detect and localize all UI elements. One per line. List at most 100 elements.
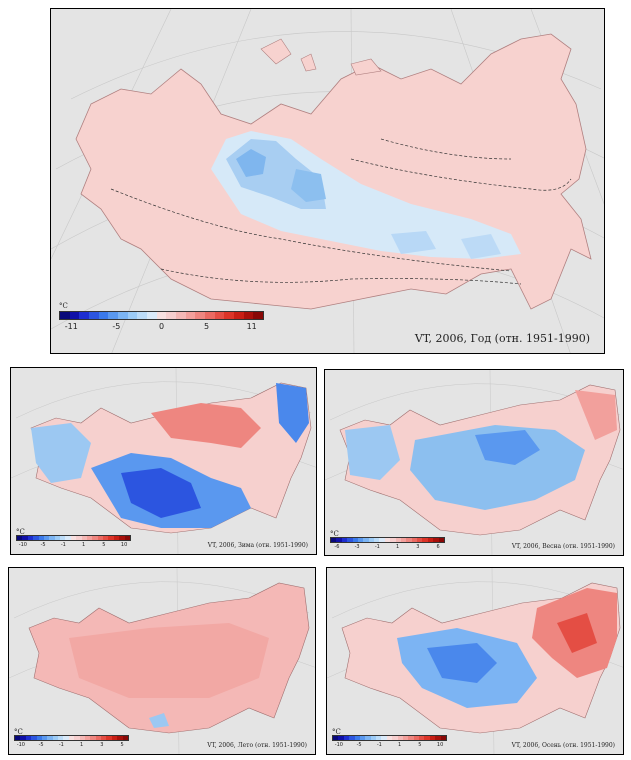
legend-swatch (47, 736, 53, 740)
legend-tick-label: -5 (38, 742, 44, 748)
legend-swatch (381, 736, 387, 740)
legend-swatch (108, 536, 114, 540)
legend-tick-label: 1 (80, 742, 84, 748)
legend-swatch (49, 536, 55, 540)
legend-swatch (214, 312, 225, 319)
legend-tick-label: 5 (120, 742, 124, 748)
legend-swatch (333, 736, 339, 740)
russia-anomaly-map (327, 568, 623, 754)
legend-swatch (41, 736, 48, 740)
legend-swatch (20, 736, 26, 740)
color-legend: °C -10 -5 -1 1 5 10 (16, 528, 146, 550)
legend-swatch (392, 736, 398, 740)
map-caption: VT, 2006, Год (отн. 1951-1990) (414, 332, 590, 345)
legend-swatch (376, 736, 382, 740)
legend-tick-label: 11 (246, 322, 257, 331)
legend-tick-label: 1 (398, 742, 402, 748)
legend-swatch (36, 736, 42, 740)
legend-tick-label: 3 (416, 544, 420, 550)
legend-swatch (117, 736, 123, 740)
legend-tick-label: 5 (418, 742, 422, 748)
legend-tick-label: -5 (112, 322, 121, 331)
map-panel-year: °C -11 -5 0 5 11 VT, 2006, Год (отн. 1951-19… (50, 8, 605, 354)
legend-swatch (68, 736, 75, 740)
legend-tick-label: 10 (120, 542, 128, 548)
color-legend: °C -11 -5 0 5 11 (59, 302, 269, 332)
legend-swatch (92, 536, 98, 540)
legend-tick-label: 5 (102, 542, 106, 548)
legend-swatch (70, 536, 77, 540)
legend-tick-label: 6 (436, 544, 440, 550)
legend-ticks: -10 -5 -1 1 3 5 (14, 742, 129, 749)
legend-tick-label: -3 (354, 544, 360, 550)
legend-tick-label: 1 (396, 544, 400, 550)
legend-swatch (440, 736, 446, 740)
legend-swatch (58, 736, 64, 740)
legend-swatch (69, 312, 80, 319)
legend-color-bar (16, 535, 131, 541)
legend-tick-label: -1 (60, 542, 66, 548)
legend-swatch (76, 536, 82, 540)
legend-swatch (81, 536, 87, 540)
legend-tick-label: -11 (64, 322, 78, 331)
legend-swatch (43, 536, 50, 540)
legend-swatch (331, 538, 337, 542)
legend-swatch (424, 736, 430, 740)
map-caption: VT, 2006, Лето (отн. 1951-1990) (207, 742, 307, 749)
color-legend: °C -10 -5 -1 1 5 10 (332, 728, 462, 750)
map-panel-autumn: °C -10 -5 -1 1 5 10 VT, 2006, Осень (отн. 195… (326, 567, 624, 755)
legend-swatch (354, 736, 360, 740)
legend-swatch (338, 736, 344, 740)
color-legend: °C -10 -5 -1 1 3 5 (14, 728, 144, 750)
legend-swatch (390, 538, 396, 542)
legend-swatch (111, 736, 118, 740)
map-panel-summer: °C -10 -5 -1 1 3 5 VT, 2006, Лето (отн. 1951-… (8, 567, 316, 755)
legend-swatch (435, 736, 441, 740)
legend-swatch (384, 538, 391, 542)
legend-swatch (224, 312, 235, 319)
legend-ticks: -11 -5 0 5 11 (59, 322, 264, 332)
russia-anomaly-map (51, 9, 604, 353)
legend-swatch (89, 312, 99, 319)
legend-swatch (365, 736, 371, 740)
legend-tick-label: -5 (40, 542, 46, 548)
legend-swatch (106, 736, 112, 740)
legend-swatch (79, 312, 90, 319)
legend-tick-label: -10 (16, 742, 25, 748)
russia-anomaly-map (325, 370, 623, 555)
legend-swatch (359, 736, 366, 740)
legend-swatch (60, 536, 66, 540)
legend-swatch (419, 736, 425, 740)
legend-swatch (427, 538, 434, 542)
legend-swatch (347, 538, 353, 542)
legend-swatch (379, 538, 385, 542)
legend-tick-label: -1 (58, 742, 64, 748)
legend-swatch (413, 736, 419, 740)
legend-swatch (368, 538, 374, 542)
legend-swatch (386, 736, 393, 740)
legend-tick-label: -5 (356, 742, 362, 748)
legend-swatch (402, 736, 409, 740)
legend-swatch (27, 536, 34, 540)
legend-tick-label: 0 (158, 322, 165, 331)
legend-swatch (52, 736, 58, 740)
legend-unit: °C (332, 728, 341, 736)
legend-swatch (195, 312, 206, 319)
legend-swatch (352, 538, 358, 542)
legend-swatch (60, 312, 70, 319)
legend-swatch (95, 736, 101, 740)
legend-ticks: -6 -3 -1 1 3 6 (330, 544, 445, 551)
legend-swatch (86, 536, 93, 540)
russia-anomaly-map (11, 368, 316, 554)
legend-swatch (363, 538, 369, 542)
legend-swatch (15, 736, 21, 740)
legend-swatch (118, 312, 128, 319)
legend-swatch (119, 536, 125, 540)
legend-swatch (65, 536, 71, 540)
legend-swatch (137, 312, 148, 319)
legend-tick-label: 10 (436, 742, 444, 748)
legend-color-bar (332, 735, 447, 741)
legend-unit: °C (330, 530, 339, 538)
legend-tick-label: -1 (374, 544, 380, 550)
legend-unit: °C (14, 728, 23, 736)
